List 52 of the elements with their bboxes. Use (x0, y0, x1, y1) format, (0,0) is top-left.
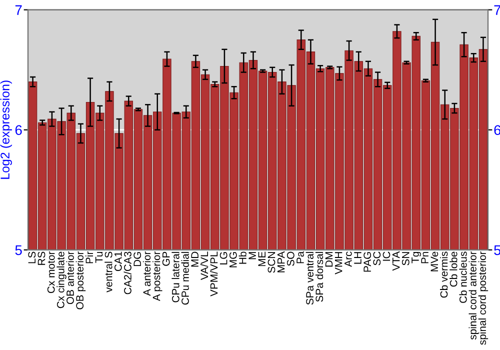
x-tick-label: Cx cingulate (56, 252, 66, 308)
x-tick-label: DM (325, 252, 333, 267)
x-tick-label: Cx motor (47, 251, 55, 294)
x-tick-label: Hb (238, 252, 246, 264)
x-tick-label: CA2/CA3 (124, 252, 132, 294)
x-tick-label: OB anterior (66, 251, 74, 304)
x-tick-label: Tg (412, 252, 421, 264)
x-tick-label: LH (354, 252, 362, 264)
x-tick-label: Pa (296, 251, 304, 264)
x-tick-label: VTA (392, 251, 400, 271)
x-tick-label: GP (162, 252, 170, 266)
x-tick-label: A posterior (152, 251, 162, 302)
x-tick-label: ME (258, 252, 266, 266)
x-tick-label: M (248, 252, 256, 260)
x-tick-label: Cb lobe (450, 252, 458, 287)
x-tick-label: spinal cord anterior (468, 251, 478, 340)
x-tick-label: Pir (85, 251, 93, 264)
y-tick-label: 7 (15, 5, 22, 15)
x-tick-label: Tu (95, 252, 103, 263)
x-tick-label: Pn (421, 252, 428, 264)
x-tick-label: SCN (268, 252, 276, 273)
x-tick-label: SPa ventral (306, 252, 314, 305)
x-tick-label: CPu medial (181, 252, 189, 305)
y-tick-label: 6 (15, 125, 22, 136)
x-tick-label: MPA (277, 251, 285, 272)
y-axis-title: Log2 (expression) (0, 80, 12, 179)
x-tick-label: Cb nucleus (459, 252, 467, 303)
x-tick-label: SPa dorsal (315, 252, 324, 302)
x-tick-label: SO (286, 252, 294, 266)
x-tick-label: RS (38, 252, 46, 265)
x-tick-label: MD (191, 252, 198, 267)
x-tick-label: VA/VL (200, 252, 208, 280)
x-tick-label: LS (28, 252, 36, 264)
x-tick-label: DG (134, 252, 142, 266)
x-tick-label: OB posterior (76, 251, 86, 310)
x-tick-label: spinal cord posterior (478, 251, 488, 345)
x-tick-label: CA1 (114, 252, 122, 272)
x-tick-label: VPM/VPL (210, 252, 218, 296)
y-tick-label: 5 (15, 245, 22, 256)
x-tick-label: IC (382, 252, 390, 261)
x-tick-label: VMH (334, 252, 342, 274)
x-tick-label: ventral S (104, 252, 112, 292)
x-tick-label: LG (220, 252, 228, 264)
x-tick-label: SC (373, 252, 381, 266)
x-tick-label: CPu lateral (172, 252, 180, 302)
x-tick-label: A anterior (142, 251, 151, 296)
x-tick-label: MG (229, 252, 237, 268)
x-tick-label: Cb vermis (440, 252, 448, 298)
x-tick-label: Arc (344, 252, 352, 267)
x-tick-label: MVe (430, 252, 438, 272)
x-tick-label: PAG (364, 252, 372, 272)
x-tick-label: SN (402, 252, 410, 266)
